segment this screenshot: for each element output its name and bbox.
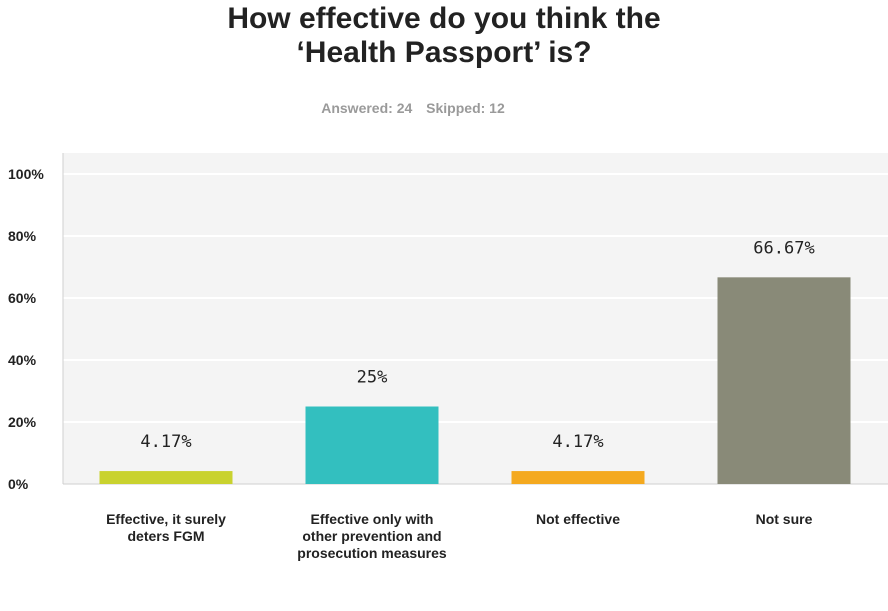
y-tick-label-40: 40%: [8, 352, 37, 368]
category-label-4: Not sure: [755, 511, 813, 527]
y-tick-label-20: 20%: [8, 414, 37, 430]
data-label-4: 66.67%: [753, 238, 814, 258]
answered-count: Answered: 24: [321, 100, 413, 116]
y-tick-label-0: 0%: [8, 476, 29, 492]
category-label-2: Effective only with other prevention and…: [297, 511, 447, 561]
data-label-2: 25%: [357, 368, 388, 388]
data-label-1: 4.17%: [140, 432, 191, 452]
chart-title-line-1: How effective do you think the: [227, 2, 661, 35]
y-tick-label-60: 60%: [8, 290, 37, 306]
skipped-count: Skipped: 12: [426, 100, 505, 116]
category-label-1: Effective, it surely deters FGM: [106, 511, 226, 544]
response-stats: Answered: 24 Skipped: 12: [0, 100, 826, 116]
chart-title: How effective do you think the ‘Health P…: [0, 2, 888, 70]
y-tick-label-100: 100%: [8, 166, 44, 182]
category-label-3: Not effective: [535, 511, 621, 527]
bar-4: [717, 277, 851, 484]
chart-title-line-2: ‘Health Passport’ is?: [296, 36, 592, 69]
bar-1: [99, 471, 233, 484]
bar-2: [305, 406, 439, 484]
bar-3: [511, 471, 645, 484]
y-tick-label-80: 80%: [8, 228, 37, 244]
data-label-3: 4.17%: [552, 432, 603, 452]
